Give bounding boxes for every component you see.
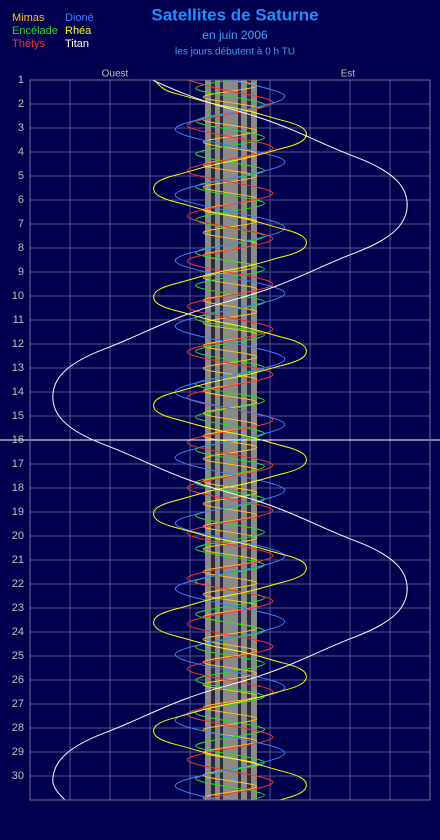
y-tick-label: 13 — [12, 362, 24, 374]
y-tick-label: 30 — [12, 770, 24, 782]
legend-label: Dioné — [65, 12, 94, 24]
y-tick-label: 29 — [12, 746, 24, 758]
legend-label: Titan — [65, 38, 89, 50]
plot-frame — [29, 79, 431, 801]
y-tick-label: 21 — [12, 554, 24, 566]
y-tick-label: 14 — [12, 386, 24, 398]
y-tick-label: 7 — [18, 218, 24, 230]
y-tick-label: 2 — [18, 98, 24, 110]
y-tick-label: 17 — [12, 458, 24, 470]
satellite-curve — [153, 80, 307, 800]
y-tick-label: 16 — [12, 434, 24, 446]
y-tick-label: 26 — [12, 674, 24, 686]
y-tick-label: 27 — [12, 698, 24, 710]
satellite-curve — [52, 80, 408, 800]
y-tick-label: 28 — [12, 722, 24, 734]
legend-label: Encélade — [12, 25, 58, 37]
y-tick-label: 8 — [18, 242, 24, 254]
legend-label: Rhéa — [65, 25, 92, 37]
y-tick-label: 19 — [12, 506, 24, 518]
y-tick-label: 10 — [12, 290, 24, 302]
y-tick-label: 12 — [12, 338, 24, 350]
y-tick-label: 11 — [13, 314, 24, 326]
chart-subtitle: en juin 2006 — [202, 28, 268, 42]
y-tick-label: 25 — [12, 650, 24, 662]
y-tick-label: 18 — [12, 482, 24, 494]
y-tick-label: 3 — [18, 122, 24, 134]
satellite-curve — [186, 80, 274, 800]
y-tick-label: 24 — [12, 626, 24, 638]
x-label-right: Est — [341, 69, 356, 80]
y-tick-label: 6 — [18, 194, 24, 206]
chart-note: les jours débutent à 0 h TU — [175, 47, 295, 58]
y-tick-label: 5 — [18, 170, 24, 182]
y-tick-label: 1 — [18, 74, 24, 86]
x-label-left: Ouest — [102, 69, 129, 80]
satellite-curve — [174, 80, 286, 800]
legend-label: Thétys — [12, 38, 46, 50]
y-tick-label: 4 — [18, 146, 24, 158]
y-tick-label: 23 — [12, 602, 24, 614]
y-tick-label: 20 — [12, 530, 24, 542]
y-tick-label: 15 — [12, 410, 24, 422]
y-tick-label: 9 — [18, 266, 24, 278]
curves — [52, 80, 408, 800]
legend-label: Mimas — [12, 12, 45, 24]
y-tick-label: 22 — [12, 578, 24, 590]
chart-title: Satellites de Saturne — [151, 5, 318, 24]
